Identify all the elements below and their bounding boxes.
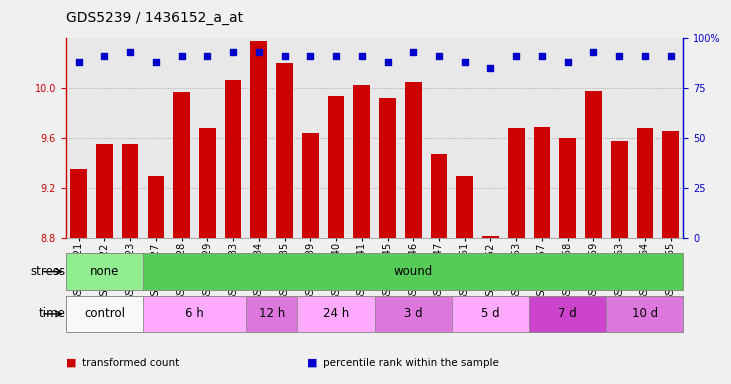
Text: control: control xyxy=(84,308,125,320)
Bar xyxy=(199,128,216,238)
Bar xyxy=(508,128,525,238)
Text: ■: ■ xyxy=(66,358,76,368)
Text: 5 d: 5 d xyxy=(481,308,500,320)
Point xyxy=(485,65,496,71)
Bar xyxy=(251,41,268,238)
Point xyxy=(202,53,213,60)
Bar xyxy=(173,92,190,238)
Text: time: time xyxy=(38,308,65,320)
Bar xyxy=(534,127,550,238)
Bar xyxy=(431,154,447,238)
Text: 24 h: 24 h xyxy=(323,308,349,320)
Bar xyxy=(70,169,87,238)
Point xyxy=(588,49,599,55)
Bar xyxy=(122,144,138,238)
Point xyxy=(562,59,574,65)
Point xyxy=(510,53,522,60)
Text: 10 d: 10 d xyxy=(632,308,658,320)
Bar xyxy=(662,131,679,238)
Bar xyxy=(276,63,293,238)
Text: 12 h: 12 h xyxy=(259,308,285,320)
Text: 3 d: 3 d xyxy=(404,308,423,320)
Bar xyxy=(374,296,452,332)
Point xyxy=(304,53,316,60)
Bar xyxy=(606,296,683,332)
Text: 7 d: 7 d xyxy=(558,308,577,320)
Bar xyxy=(456,176,473,238)
Bar xyxy=(585,91,602,238)
Bar xyxy=(298,296,375,332)
Bar xyxy=(637,128,654,238)
Bar xyxy=(143,253,683,290)
Text: none: none xyxy=(90,265,119,278)
Point xyxy=(73,59,85,65)
Text: wound: wound xyxy=(393,265,433,278)
Point xyxy=(433,53,445,60)
Bar xyxy=(452,296,529,332)
Text: ■: ■ xyxy=(307,358,317,368)
Text: stress: stress xyxy=(30,265,65,278)
Bar xyxy=(96,144,113,238)
Bar xyxy=(66,296,143,332)
Point xyxy=(536,53,548,60)
Bar xyxy=(143,296,246,332)
Bar xyxy=(246,296,298,332)
Bar xyxy=(529,296,606,332)
Point xyxy=(664,53,676,60)
Point xyxy=(613,53,625,60)
Text: transformed count: transformed count xyxy=(82,358,179,368)
Point xyxy=(407,49,419,55)
Point xyxy=(356,53,368,60)
Bar xyxy=(353,84,370,238)
Point xyxy=(150,59,162,65)
Point xyxy=(124,49,136,55)
Point xyxy=(253,49,265,55)
Bar xyxy=(405,82,422,238)
Bar xyxy=(611,141,627,238)
Bar xyxy=(302,133,319,238)
Bar xyxy=(482,236,499,238)
Point xyxy=(639,53,651,60)
Point xyxy=(330,53,342,60)
Bar xyxy=(148,176,164,238)
Bar xyxy=(66,253,143,290)
Point xyxy=(279,53,290,60)
Point xyxy=(99,53,110,60)
Bar xyxy=(327,96,344,238)
Text: percentile rank within the sample: percentile rank within the sample xyxy=(323,358,499,368)
Text: GDS5239 / 1436152_a_at: GDS5239 / 1436152_a_at xyxy=(66,11,243,25)
Point xyxy=(459,59,471,65)
Bar xyxy=(379,98,396,238)
Bar xyxy=(559,138,576,238)
Bar xyxy=(224,79,241,238)
Point xyxy=(227,49,239,55)
Point xyxy=(382,59,393,65)
Text: 6 h: 6 h xyxy=(185,308,204,320)
Point xyxy=(175,53,187,60)
